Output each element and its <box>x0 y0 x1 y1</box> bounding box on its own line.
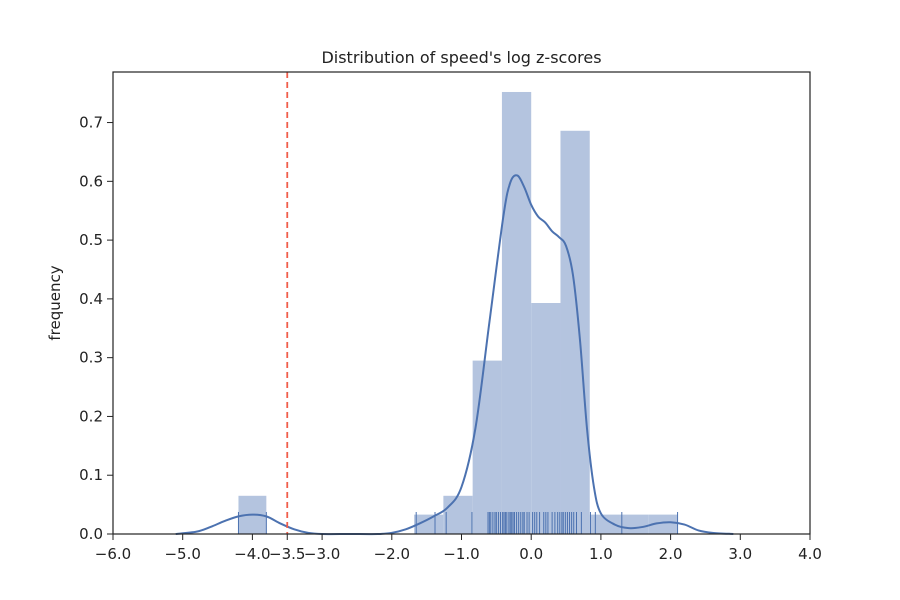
plot-frame <box>112 71 811 535</box>
histogram-bar-2 <box>443 495 473 534</box>
histogram-bars <box>238 91 678 534</box>
y-tick-label-3: 0.3 <box>79 349 103 367</box>
kde-layer <box>175 174 734 536</box>
x-tick-label-6: −1.0 <box>443 545 479 563</box>
y-axis-label: frequency <box>46 265 64 340</box>
x-tick-label-0: −6.0 <box>95 545 131 563</box>
histogram-bar-7 <box>589 514 620 534</box>
x-tick-label-2: −4.0 <box>234 545 270 563</box>
histogram-bar-4 <box>501 91 532 534</box>
x-tick-label-10: 3.0 <box>728 545 752 563</box>
x-tick-label-3: −3.5 <box>269 545 305 563</box>
x-tick-label-5: −2.0 <box>374 545 410 563</box>
histogram-bar-9 <box>648 514 678 534</box>
y-axis-ticks: 0.0 0.1 0.2 0.3 0.4 0.5 0.6 0.7 <box>79 114 113 543</box>
y-tick-label-1: 0.1 <box>79 466 103 484</box>
histogram-bar-1 <box>414 514 444 534</box>
x-tick-label-11: 4.0 <box>798 545 822 563</box>
x-tick-label-7: 0.0 <box>519 545 543 563</box>
y-tick-label-6: 0.6 <box>79 172 103 190</box>
histogram-bar-3 <box>472 360 502 534</box>
histogram-bar-5 <box>531 303 561 534</box>
y-tick-label-0: 0.0 <box>79 525 103 543</box>
x-tick-label-4: −3.0 <box>304 545 340 563</box>
kde-curve <box>175 174 734 536</box>
y-tick-label-2: 0.2 <box>79 407 103 425</box>
x-tick-label-1: −5.0 <box>164 545 200 563</box>
x-tick-label-8: 1.0 <box>589 545 613 563</box>
rug-marks <box>237 512 679 534</box>
y-tick-label-5: 0.5 <box>79 231 103 249</box>
y-tick-label-7: 0.7 <box>79 114 103 132</box>
chart-title: Distribution of speed's log z-scores <box>321 48 601 67</box>
histogram-bar-8 <box>619 514 649 534</box>
y-tick-label-4: 0.4 <box>79 290 103 308</box>
x-axis-ticks: −6.0 −5.0 −4.0−3.5−3.0 −2.0 −1.0 0.0 1.0 2.0 3.0… <box>95 534 822 563</box>
x-tick-label-9: 2.0 <box>659 545 683 563</box>
histogram-bar-6 <box>560 130 590 534</box>
